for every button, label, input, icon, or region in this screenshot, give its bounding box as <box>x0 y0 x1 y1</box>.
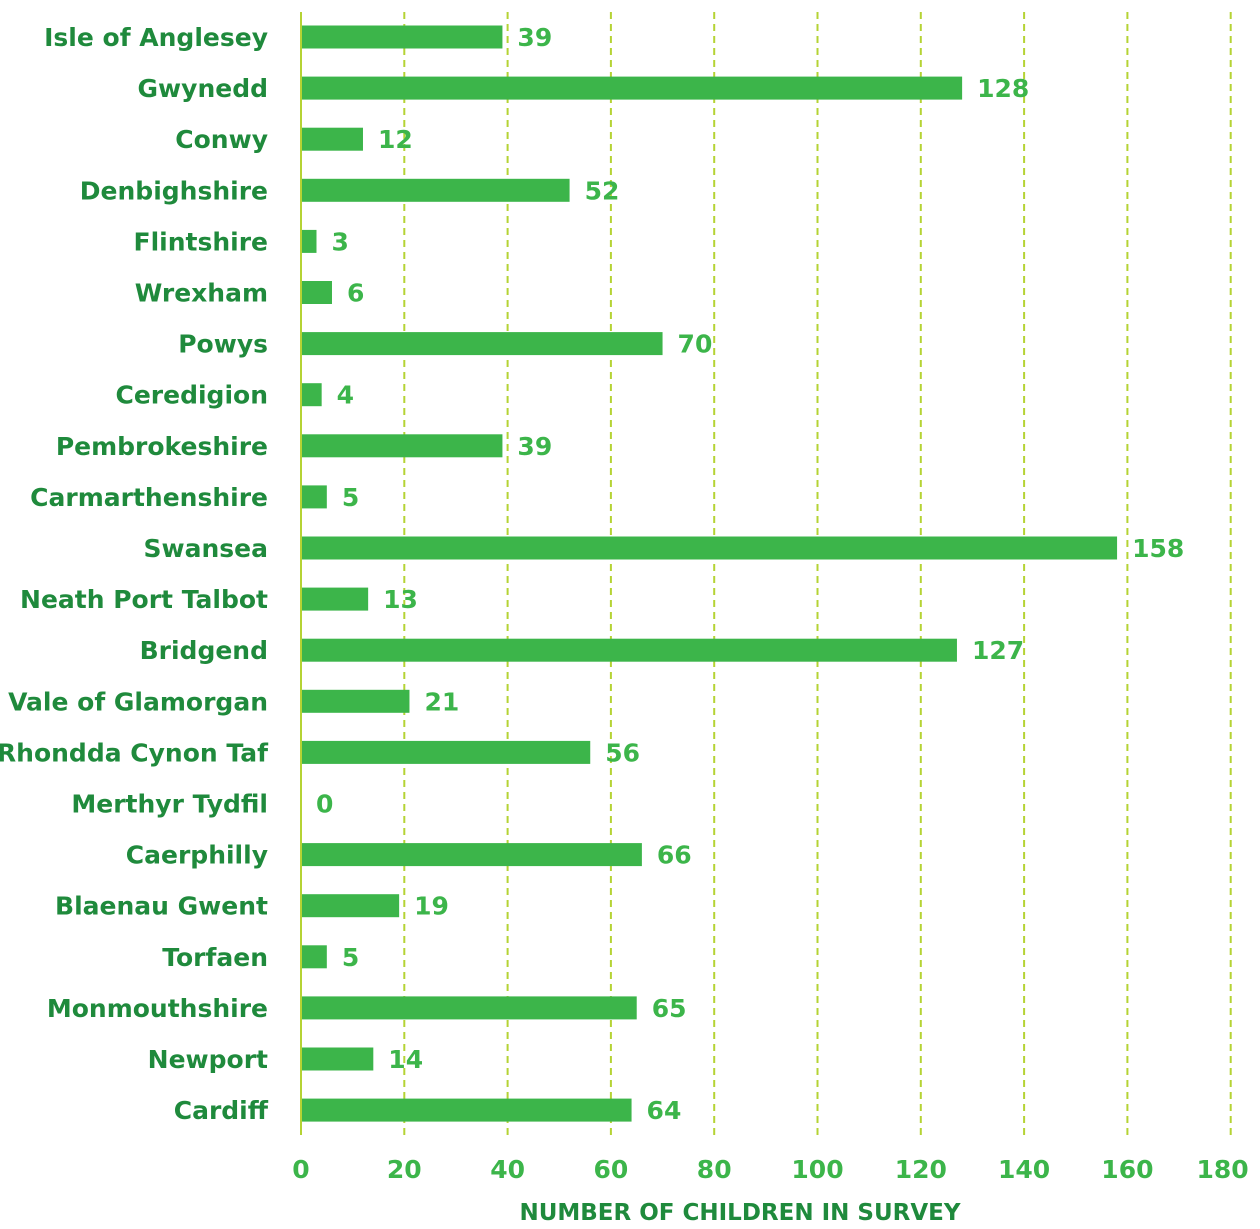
bar-7 <box>301 383 322 407</box>
x-tick-180: 180 <box>1197 1155 1249 1184</box>
bar-19 <box>301 996 637 1020</box>
value-label-15: 0 <box>316 790 333 819</box>
bar-3 <box>301 178 570 202</box>
bar-2 <box>301 127 363 151</box>
bar-16 <box>301 843 642 867</box>
bar-4 <box>301 229 317 253</box>
category-label-20: Newport <box>148 1045 268 1074</box>
category-label-4: Flintshire <box>134 227 269 256</box>
x-tick-labels: 0 20 40 60 80 100 120 140 160 180 <box>292 1155 1248 1184</box>
value-label-10: 158 <box>1132 534 1184 563</box>
bar-17 <box>301 894 400 918</box>
x-tick-120: 120 <box>895 1155 947 1184</box>
bar-21 <box>301 1098 632 1122</box>
value-label-2: 12 <box>378 125 413 154</box>
value-label-19: 65 <box>652 994 687 1023</box>
category-label-5: Wrexham <box>135 279 268 308</box>
value-label-8: 39 <box>517 432 552 461</box>
category-label-10: Swansea <box>144 534 268 563</box>
value-label-5: 6 <box>347 279 364 308</box>
x-tick-60: 60 <box>594 1155 629 1184</box>
category-label-18: Torfaen <box>162 943 268 972</box>
category-label-13: Vale of Glamorgan <box>8 687 268 716</box>
value-label-18: 5 <box>342 943 359 972</box>
bar-0 <box>301 25 503 49</box>
bar-6 <box>301 332 663 356</box>
category-label-12: Bridgend <box>140 636 268 665</box>
category-label-1: Gwynedd <box>138 74 268 103</box>
bar-5 <box>301 281 332 304</box>
category-label-15: Merthyr Tydfil <box>71 790 268 819</box>
bar-11 <box>301 587 369 611</box>
value-label-11: 13 <box>383 585 418 614</box>
value-label-7: 4 <box>337 381 354 410</box>
x-axis-title: NUMBER OF CHILDREN IN SURVEY <box>519 1200 960 1226</box>
category-label-14: Rhondda Cynon Taf <box>0 738 269 767</box>
x-tick-20: 20 <box>387 1155 422 1184</box>
value-label-16: 66 <box>657 841 692 870</box>
category-label-8: Pembrokeshire <box>56 432 268 461</box>
value-label-6: 70 <box>678 330 713 359</box>
x-tick-140: 140 <box>998 1155 1050 1184</box>
category-label-21: Cardiff <box>174 1096 269 1125</box>
category-label-11: Neath Port Talbot <box>20 585 268 614</box>
category-label-17: Blaenau Gwent <box>55 892 268 921</box>
value-label-14: 56 <box>605 738 640 767</box>
category-label-0: Isle of Anglesey <box>44 23 268 52</box>
value-label-3: 52 <box>585 176 620 205</box>
value-label-12: 127 <box>972 636 1024 665</box>
value-label-0: 39 <box>517 23 552 52</box>
category-labels: Isle of Anglesey Gwynedd Conwy Denbighshire… <box>0 23 269 1125</box>
bar-1 <box>301 76 963 100</box>
value-labels: 39 128 12 52 3 6 70 4 39 5 158 13 127 21 56 0 66 19 5 65 14 6… <box>316 23 1184 1125</box>
bar-8 <box>301 434 503 458</box>
value-label-21: 64 <box>647 1096 682 1125</box>
value-label-17: 19 <box>414 892 449 921</box>
bar-14 <box>301 740 591 764</box>
bars <box>301 25 1118 1122</box>
x-tick-40: 40 <box>490 1155 525 1184</box>
category-label-2: Conwy <box>175 125 268 154</box>
bar-13 <box>301 689 410 713</box>
x-tick-0: 0 <box>292 1155 309 1184</box>
category-label-3: Denbighshire <box>80 176 268 205</box>
category-label-19: Monmouthshire <box>47 994 268 1023</box>
x-tick-160: 160 <box>1101 1155 1153 1184</box>
bar-12 <box>301 638 957 662</box>
category-label-7: Ceredigion <box>116 381 269 410</box>
bar-18 <box>301 945 327 969</box>
category-label-9: Carmarthenshire <box>30 483 268 512</box>
value-label-9: 5 <box>342 483 359 512</box>
category-label-6: Powys <box>178 330 268 359</box>
value-label-4: 3 <box>331 227 348 256</box>
value-label-1: 128 <box>977 74 1029 103</box>
bar-20 <box>301 1047 374 1071</box>
category-label-16: Caerphilly <box>126 841 268 870</box>
value-label-13: 21 <box>424 687 459 716</box>
x-tick-100: 100 <box>791 1155 843 1184</box>
value-label-20: 14 <box>388 1045 423 1074</box>
bar-9 <box>301 485 327 509</box>
x-tick-80: 80 <box>697 1155 732 1184</box>
bar-10 <box>301 536 1118 560</box>
